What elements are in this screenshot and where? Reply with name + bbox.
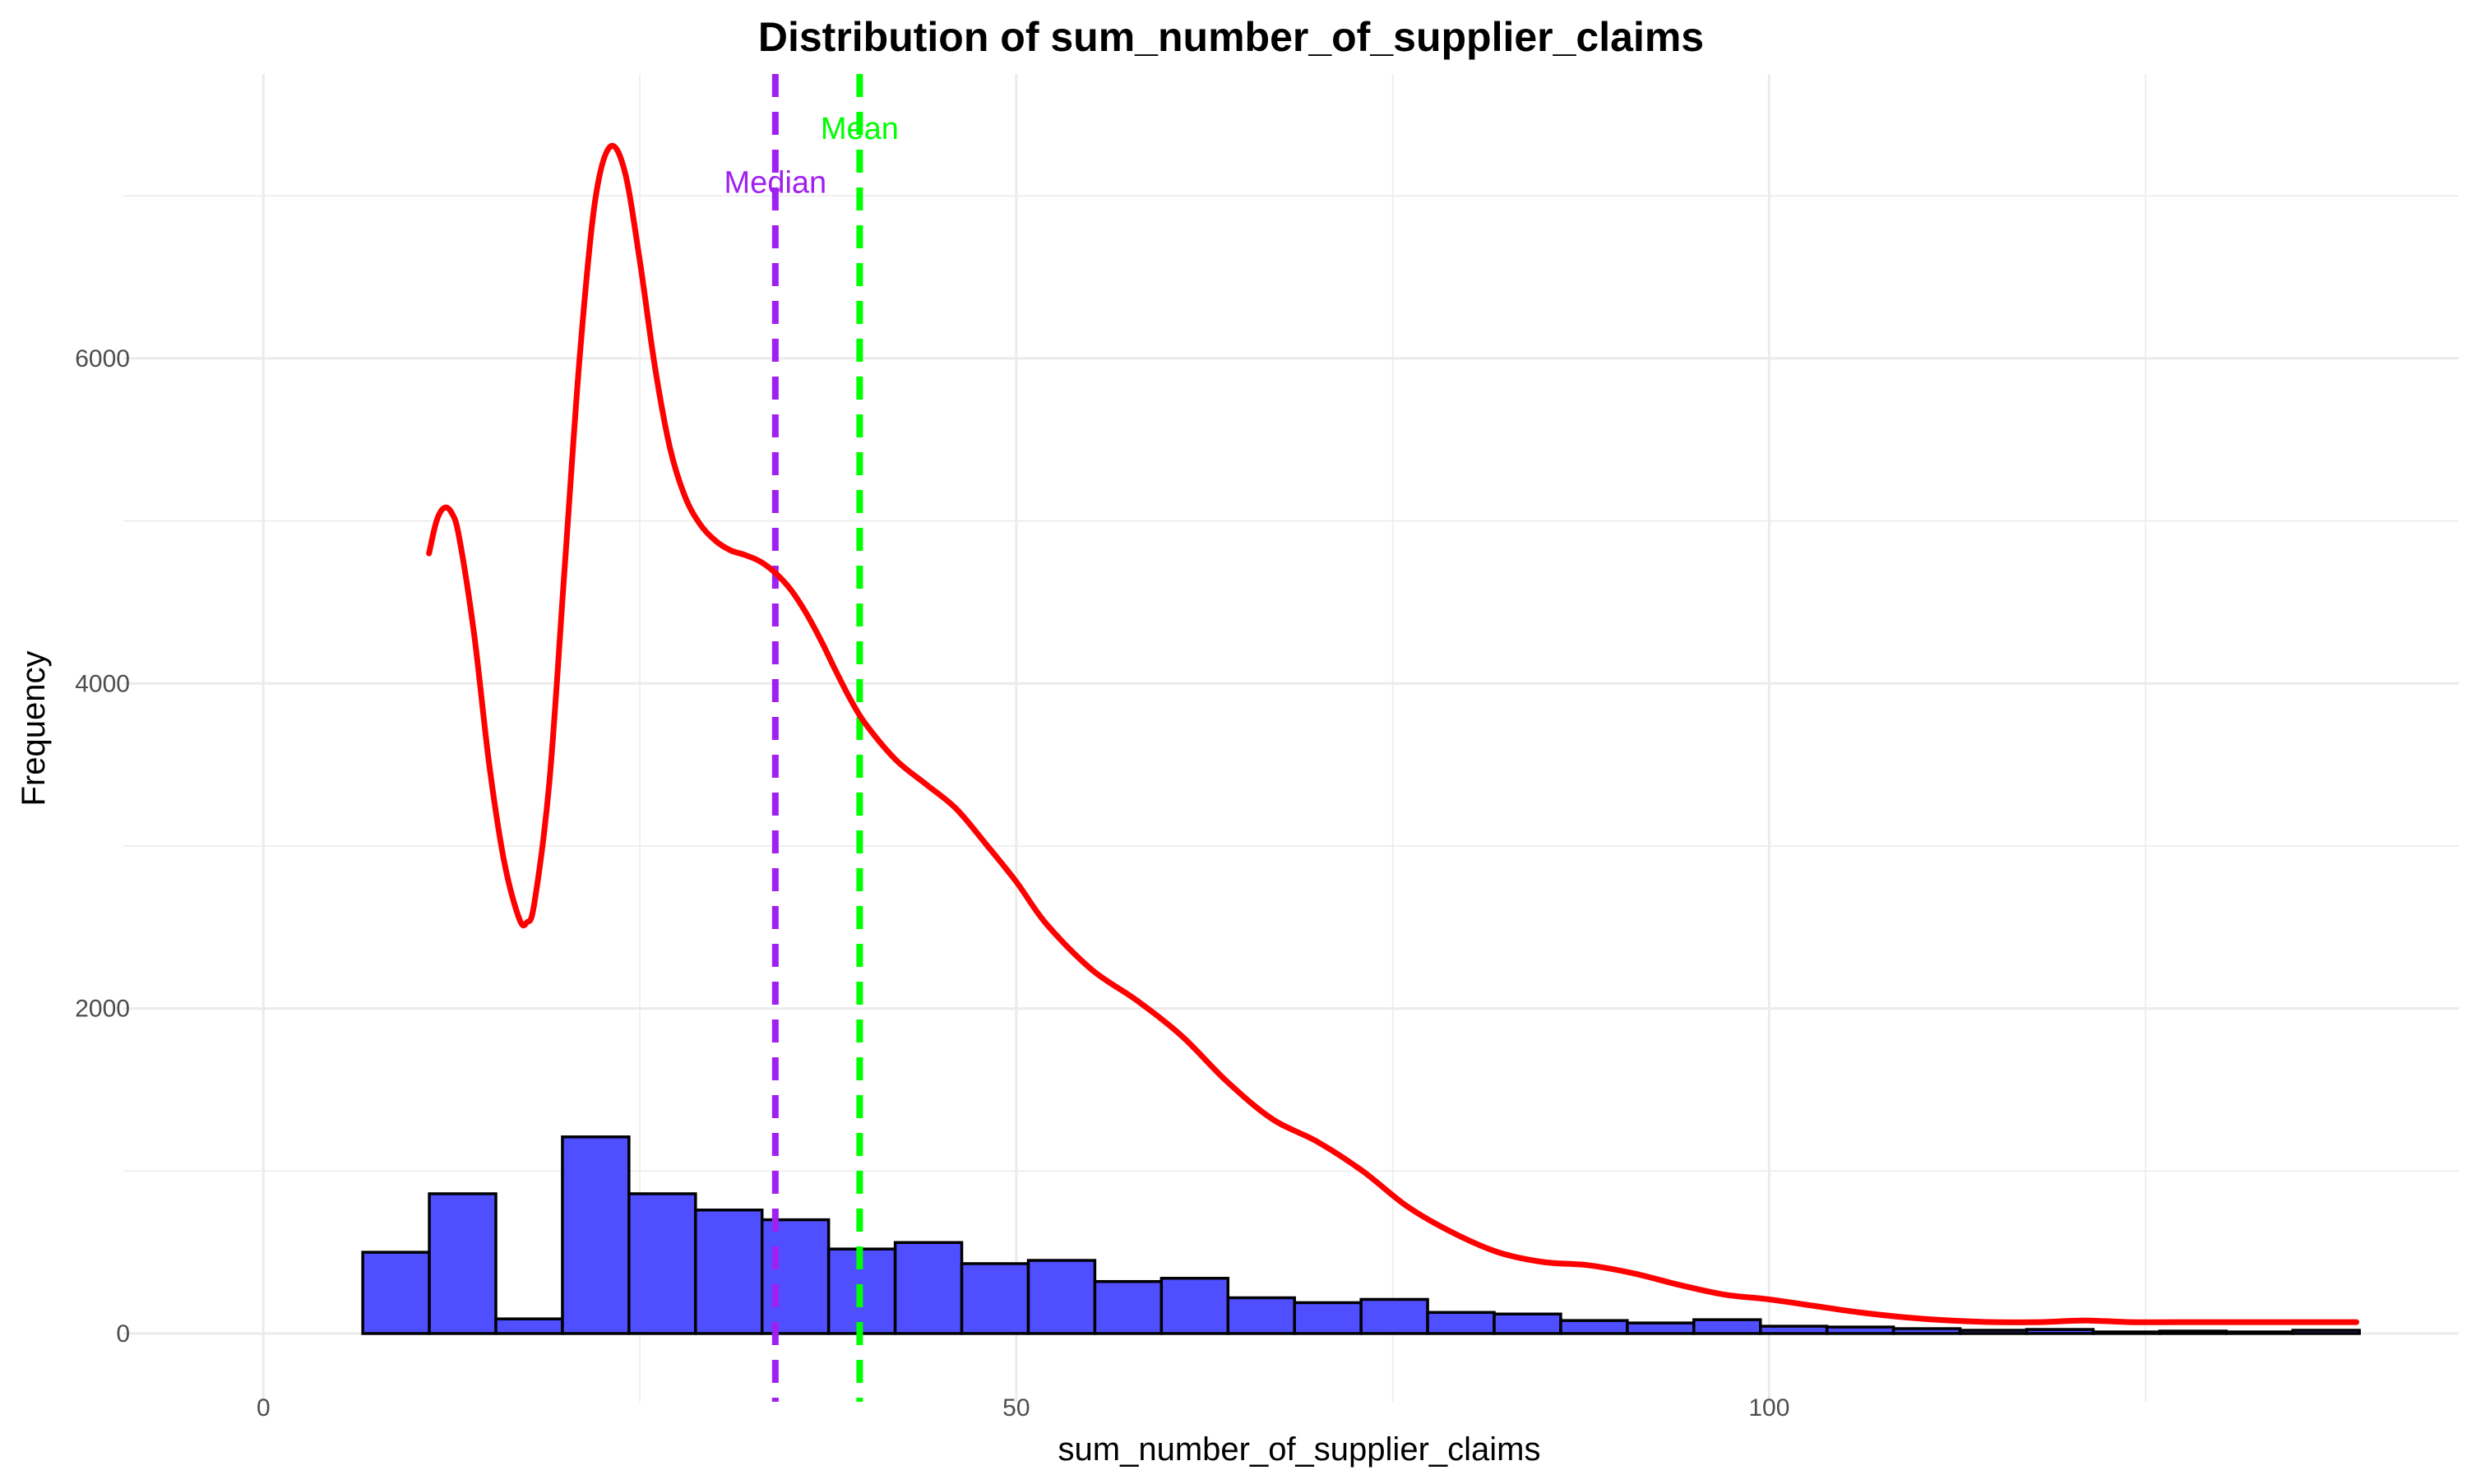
x-tick-label: 100 <box>1748 1394 1789 1422</box>
histogram-bar <box>1093 1279 1164 1335</box>
histogram-bar <box>1626 1321 1696 1335</box>
y-tick-label: 6000 <box>75 345 130 372</box>
mean-label: Mean <box>821 112 899 146</box>
y-tick-label: 2000 <box>75 996 130 1023</box>
histogram-bar <box>494 1317 564 1335</box>
histogram-bar <box>2291 1329 2361 1335</box>
histogram-bar <box>1359 1297 1429 1335</box>
histogram-bar <box>2224 1330 2294 1335</box>
grid-layer <box>123 74 2459 1402</box>
histogram-bar <box>1758 1325 1829 1335</box>
histogram-bar <box>561 1135 631 1335</box>
density-curve <box>426 142 2359 1325</box>
histogram-bar <box>694 1208 764 1335</box>
histogram-bar <box>2091 1330 2162 1335</box>
tick-labels-layer: 0 50 100 0 2000 4000 6000 <box>75 345 1789 1422</box>
median-label: Median <box>724 165 827 200</box>
histogram-bar <box>1493 1312 1562 1335</box>
histogram-bar <box>1226 1296 1296 1335</box>
histogram-bar <box>960 1262 1030 1335</box>
histogram-bar <box>760 1218 831 1335</box>
histogram-bar <box>1559 1319 1629 1335</box>
histogram-bar <box>428 1192 498 1335</box>
histogram-bar <box>2025 1328 2095 1335</box>
histogram-bar <box>1891 1327 1962 1335</box>
bars-layer <box>361 1135 2361 1335</box>
density-curve-layer <box>426 142 2359 1325</box>
x-axis-label: sum_number_of_supplier_claims <box>1058 1431 1541 1468</box>
histogram-bar <box>1692 1318 1762 1335</box>
reference-lines-layer: Median Mean <box>724 74 899 1402</box>
histogram-bar <box>893 1241 964 1335</box>
histogram-bar <box>1958 1329 2029 1335</box>
x-tick-label: 0 <box>257 1394 271 1422</box>
histogram-bar <box>361 1251 431 1335</box>
histogram-bar <box>1426 1311 1496 1335</box>
y-axis-label: Frequency <box>16 651 52 807</box>
histogram-bar <box>2158 1329 2229 1335</box>
histogram-bar <box>627 1192 697 1335</box>
x-tick-label: 50 <box>1002 1394 1030 1422</box>
chart-title: Distribution of sum_number_of_supplier_c… <box>758 14 1704 60</box>
y-tick-label: 4000 <box>75 670 130 697</box>
y-tick-label: 0 <box>116 1320 130 1348</box>
histogram-bar <box>1159 1277 1230 1335</box>
histogram-bar <box>1825 1325 1895 1335</box>
histogram-bar <box>1026 1259 1097 1335</box>
histogram-bar <box>1293 1301 1363 1335</box>
